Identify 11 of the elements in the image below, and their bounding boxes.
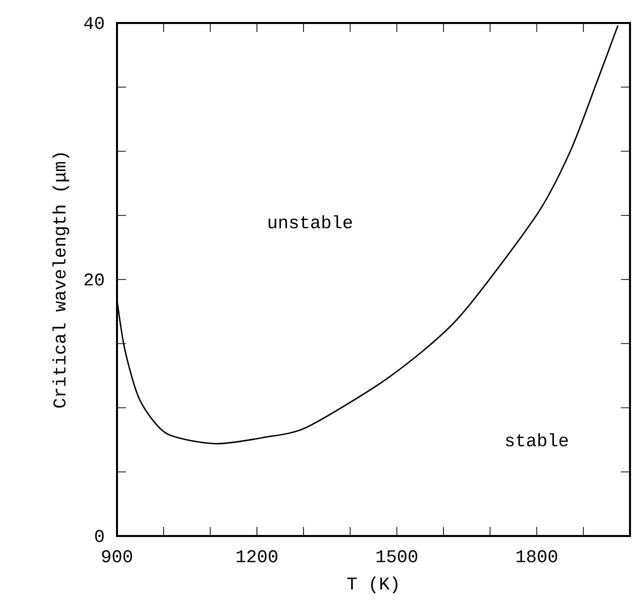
x-axis-title: T (K) xyxy=(347,576,398,594)
y-tick-label: 20 xyxy=(84,273,104,286)
y-tick-label: 0 xyxy=(95,530,104,542)
y-axis-title: Critical wavelength (μm) xyxy=(52,153,70,408)
annotation: stable xyxy=(506,433,568,446)
y-tick-label: 40 xyxy=(84,16,104,30)
x-tick-label: 900 xyxy=(102,550,132,562)
x-tick-label: 1200 xyxy=(236,550,278,562)
x-tick-label: 1800 xyxy=(516,550,558,562)
annotation: unstable xyxy=(268,215,352,228)
x-tick-label: 1500 xyxy=(376,550,418,562)
